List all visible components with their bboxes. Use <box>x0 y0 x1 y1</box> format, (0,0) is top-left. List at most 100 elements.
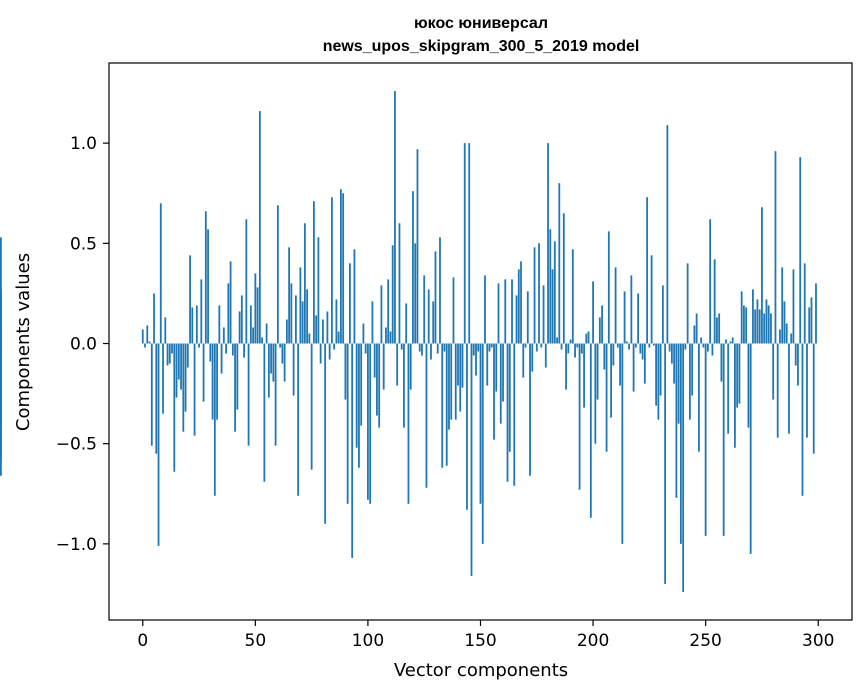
bar <box>542 285 545 344</box>
bar <box>580 343 583 354</box>
y-tick-label: −1.0 <box>56 535 97 555</box>
bar <box>698 343 700 452</box>
bar <box>272 343 275 382</box>
bar <box>306 289 309 344</box>
bar <box>551 269 554 344</box>
bar <box>468 143 471 344</box>
bar <box>497 283 500 344</box>
bar <box>317 237 320 344</box>
bar <box>283 343 286 382</box>
bar <box>376 343 378 416</box>
bar <box>691 343 694 396</box>
bar <box>211 343 214 420</box>
bar <box>758 309 761 344</box>
bar <box>612 343 615 366</box>
bar <box>704 343 707 536</box>
bar <box>772 343 775 400</box>
bar <box>159 203 162 344</box>
bar <box>806 343 808 438</box>
bar <box>484 275 486 344</box>
bar <box>682 343 685 592</box>
bar <box>439 237 441 344</box>
bar <box>488 343 491 352</box>
bar <box>652 343 655 346</box>
bar <box>193 343 196 436</box>
bar <box>790 333 793 344</box>
bar <box>490 343 493 348</box>
bar <box>544 343 547 368</box>
bar <box>810 297 813 344</box>
bar <box>315 315 318 344</box>
bar <box>661 285 664 344</box>
bar <box>324 343 327 524</box>
bar <box>279 343 282 348</box>
bar <box>594 343 597 444</box>
bar <box>713 259 716 344</box>
bar <box>290 283 293 344</box>
bar <box>774 151 777 344</box>
bar <box>574 343 576 358</box>
bar <box>220 343 223 374</box>
bar <box>767 305 770 344</box>
x-axis-label: Vector components <box>394 660 568 681</box>
bar <box>270 343 273 374</box>
bar <box>535 343 538 352</box>
bar <box>448 343 450 430</box>
bar <box>362 323 365 344</box>
bar <box>396 343 399 386</box>
bar <box>409 343 412 390</box>
bar <box>567 343 570 354</box>
bar <box>729 341 732 344</box>
y-tick-label: −0.5 <box>56 435 97 455</box>
y-axis: −1.0 −0.5 0.0 0.5 1.0 <box>56 134 109 555</box>
bar <box>213 343 216 496</box>
bar <box>657 343 660 420</box>
bar <box>346 343 349 504</box>
bar <box>385 327 387 344</box>
bar <box>587 331 590 344</box>
bar <box>340 189 342 344</box>
bar <box>524 343 527 348</box>
bar <box>364 343 367 354</box>
bar <box>569 339 572 344</box>
bar <box>391 245 394 344</box>
bar <box>607 231 610 344</box>
bar <box>189 255 191 344</box>
bar <box>389 331 392 344</box>
bar <box>749 343 752 554</box>
bar <box>236 343 239 410</box>
bar <box>743 305 745 344</box>
bar <box>141 329 144 344</box>
bar <box>265 323 268 344</box>
bar <box>157 343 160 546</box>
bar <box>288 247 291 344</box>
bar <box>231 343 234 356</box>
bar <box>450 343 453 420</box>
bar <box>430 343 432 360</box>
bar <box>616 343 619 348</box>
bar <box>349 263 351 344</box>
bar <box>655 343 658 406</box>
bar <box>630 275 633 344</box>
bar <box>517 269 520 344</box>
bar <box>249 305 252 344</box>
bar <box>801 343 804 496</box>
bar <box>398 223 401 344</box>
bar <box>529 343 531 476</box>
bar <box>182 343 185 432</box>
bar <box>207 229 209 344</box>
bar <box>725 339 727 344</box>
bar <box>256 287 259 344</box>
bar <box>463 143 466 344</box>
bar <box>610 343 612 418</box>
bar <box>441 343 444 468</box>
bar <box>520 261 522 344</box>
bar <box>321 319 324 344</box>
bar <box>664 343 667 584</box>
bar <box>585 333 588 344</box>
bar <box>716 317 718 344</box>
bar <box>643 343 646 384</box>
bar <box>589 343 592 518</box>
bar <box>628 343 630 350</box>
